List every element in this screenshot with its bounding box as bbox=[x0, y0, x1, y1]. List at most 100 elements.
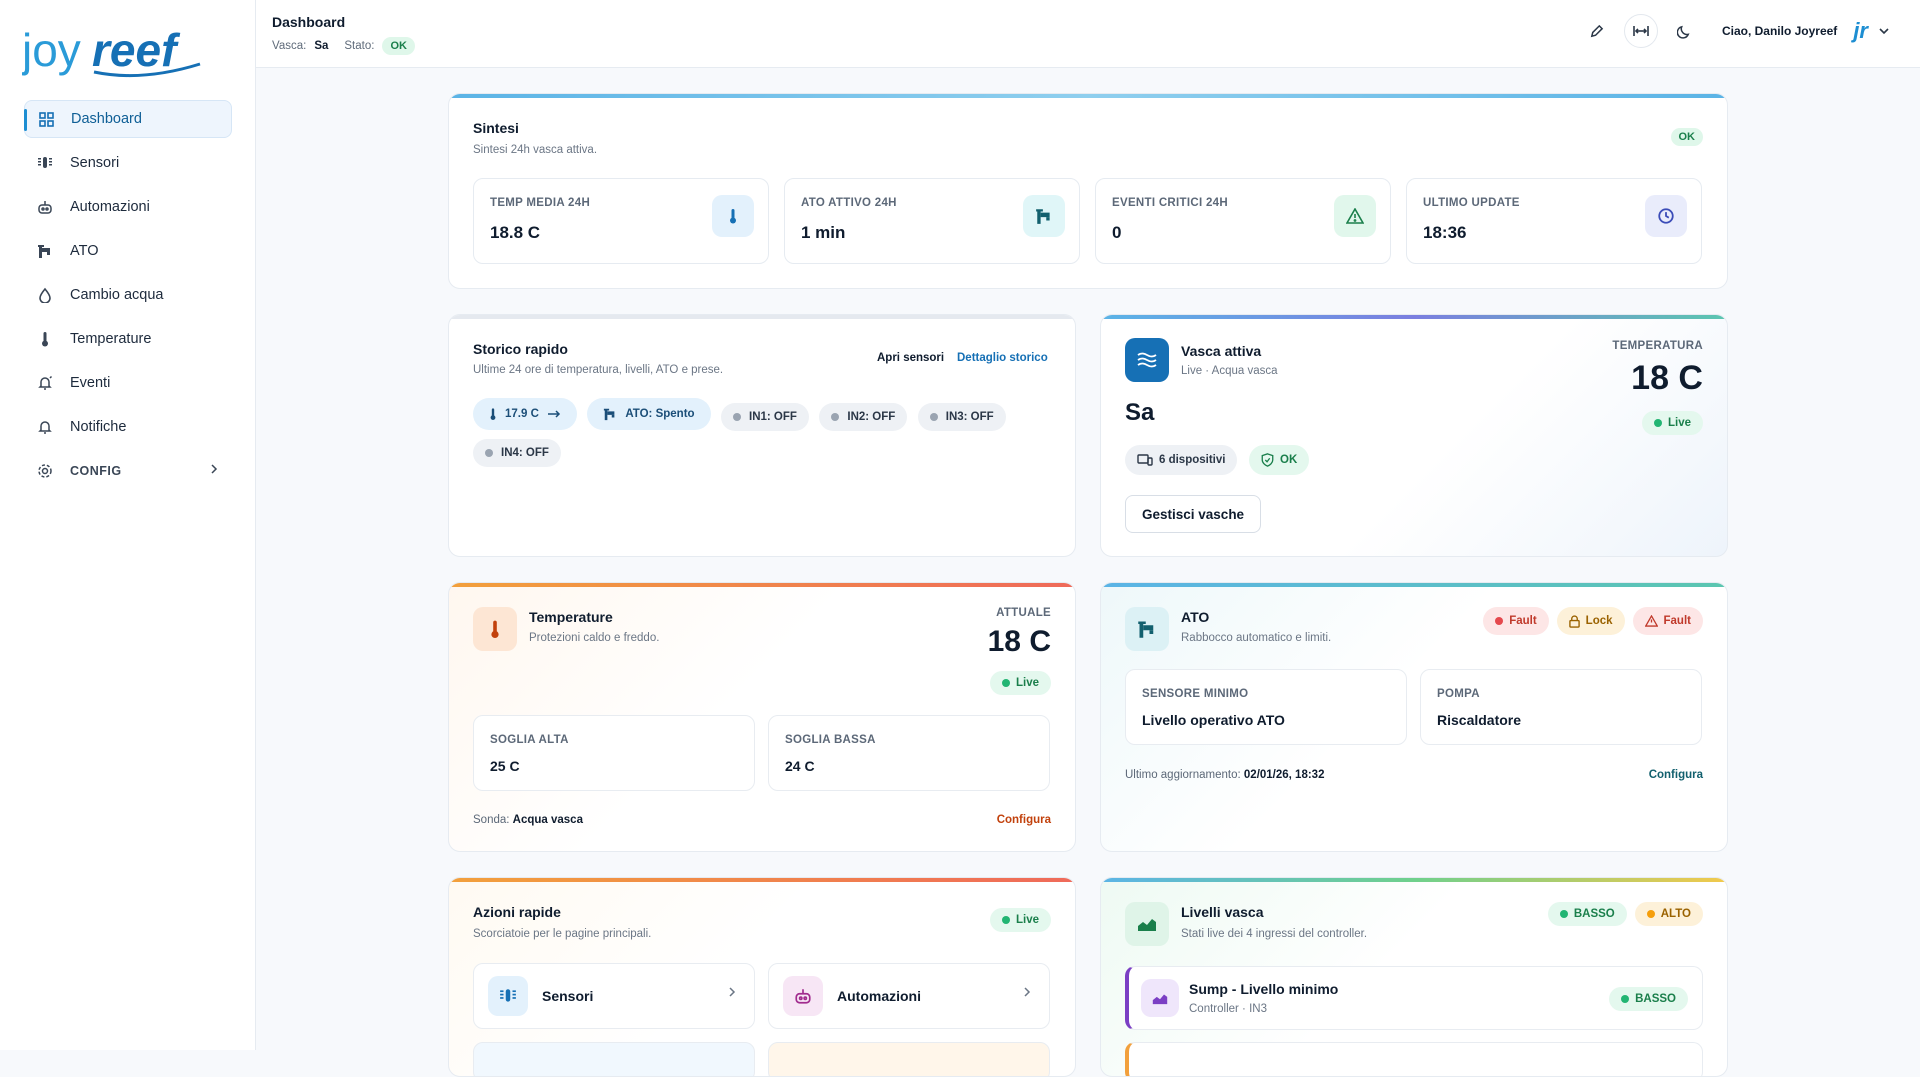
dashboard-grid-icon bbox=[37, 110, 55, 128]
chevron-right-icon bbox=[211, 464, 218, 474]
shield-check-icon bbox=[1261, 453, 1274, 467]
sensore-minimo-box: SENSORE MINIMO Livello operativo ATO bbox=[1125, 669, 1407, 745]
sidebar-item-automazioni[interactable]: Automazioni bbox=[24, 188, 232, 226]
expand-horizontal-icon bbox=[1633, 26, 1649, 36]
ato-title: ATO bbox=[1181, 609, 1210, 625]
thermometer-icon bbox=[712, 195, 754, 237]
sensor-icon bbox=[488, 976, 528, 1016]
azioni-subtitle: Scorciatoie per le pagine principali. bbox=[473, 928, 652, 940]
sidebar-item-label: Temperature bbox=[70, 331, 152, 347]
lock-badge: Lock bbox=[1556, 607, 1625, 635]
vasca-attiva-card: Vasca attiva Live · Acqua vasca Sa TEMPE… bbox=[1100, 314, 1728, 557]
sidebar-item-config[interactable]: CONFIG bbox=[24, 452, 232, 490]
temperature-card: Temperature Protezioni caldo e freddo. A… bbox=[448, 582, 1076, 852]
sidebar-item-eventi[interactable]: Eventi bbox=[24, 364, 232, 402]
sidebar-item-dashboard[interactable]: Dashboard bbox=[24, 100, 232, 138]
vasca-value: Sa bbox=[314, 40, 329, 52]
soglia-bassa-value: 24 C bbox=[785, 758, 815, 774]
ato-chip[interactable]: ATO: Spento bbox=[587, 398, 711, 430]
stat-value: 0 bbox=[1112, 223, 1122, 242]
sidebar-item-label: Notifiche bbox=[70, 419, 127, 435]
quick-link-sensori[interactable]: Sensori bbox=[473, 963, 755, 1029]
temp-chip[interactable]: 17.9 C bbox=[473, 398, 577, 430]
theme-toggle-button[interactable] bbox=[1668, 14, 1702, 48]
soglia-bassa-box: SOGLIA BASSA 24 C bbox=[768, 715, 1050, 791]
live-badge: Live bbox=[989, 908, 1051, 932]
water-waves-icon bbox=[1125, 338, 1169, 382]
configura-temperature-link[interactable]: Configura bbox=[996, 814, 1051, 826]
fault-warning-badge: Fault bbox=[1632, 607, 1703, 635]
fault-badge: Fault bbox=[1483, 607, 1549, 635]
badge-label: BASSO bbox=[1573, 908, 1615, 920]
updated-label: Ultimo aggiornamento: bbox=[1125, 769, 1241, 781]
avatar[interactable]: jr bbox=[1853, 18, 1868, 43]
stat-label: TEMP MEDIA 24H bbox=[490, 197, 591, 209]
chip-label: IN4: OFF bbox=[501, 447, 549, 459]
thermometer-icon bbox=[490, 408, 496, 420]
quick-link-partial bbox=[768, 1042, 1050, 1076]
stat-value: 1 min bbox=[801, 223, 846, 242]
stat-temp-media: TEMP MEDIA 24H 18.8 C bbox=[473, 178, 769, 264]
chevron-down-icon[interactable] bbox=[1878, 27, 1890, 35]
user-greeting[interactable]: Ciao, Danilo Joyreef bbox=[1721, 24, 1838, 38]
top-header: Dashboard Vasca: Sa Stato: OK Ciao, Dani… bbox=[256, 0, 1920, 68]
stat-label: ULTIMO UPDATE bbox=[1423, 197, 1520, 209]
svg-text:reef: reef bbox=[92, 24, 181, 76]
chip-label: IN1: OFF bbox=[749, 411, 797, 423]
temperature-title: Temperature bbox=[529, 609, 613, 625]
basso-badge: BASSO bbox=[1547, 902, 1627, 926]
badge-label: 6 dispositivi bbox=[1159, 454, 1226, 466]
vasca-subtitle: Live · Acqua vasca bbox=[1181, 365, 1278, 377]
soglia-alta-value: 25 C bbox=[490, 758, 520, 774]
faucet-icon bbox=[1023, 195, 1065, 237]
sintesi-title: Sintesi bbox=[473, 120, 519, 136]
level-row[interactable]: Sump - Livello minimo Controller · IN3 B… bbox=[1125, 966, 1703, 1030]
sidebar-item-sensori[interactable]: Sensori bbox=[24, 144, 232, 182]
chip-label: IN2: OFF bbox=[847, 411, 896, 423]
warning-icon bbox=[1334, 195, 1376, 237]
thermometer-icon bbox=[473, 607, 517, 651]
dettaglio-storico-link[interactable]: Dettaglio storico bbox=[957, 352, 1048, 364]
sidebar-item-ato[interactable]: ATO bbox=[24, 232, 232, 270]
sonda-label: Sonda: bbox=[473, 814, 510, 826]
input-chip[interactable]: IN3: OFF bbox=[917, 403, 1006, 431]
devices-icon bbox=[1137, 454, 1153, 466]
updated-value: 02/01/26, 18:32 bbox=[1243, 769, 1325, 781]
sonda-value: Acqua vasca bbox=[512, 814, 583, 826]
sonda-line: Sonda: Acqua vasca bbox=[473, 814, 583, 826]
input-chip[interactable]: IN4: OFF bbox=[473, 439, 561, 467]
sidebar-item-label: Eventi bbox=[70, 375, 111, 391]
sintesi-card: Sintesi Sintesi 24h vasca attiva. OK TEM… bbox=[448, 93, 1728, 289]
sidebar-item-notifiche[interactable]: Notifiche bbox=[24, 408, 232, 446]
ato-subtitle: Rabbocco automatico e limiti. bbox=[1181, 632, 1332, 644]
attuale-label: ATTUALE bbox=[996, 607, 1051, 619]
gestisci-vasche-button[interactable]: Gestisci vasche bbox=[1125, 495, 1262, 533]
sidebar-item-temperature[interactable]: Temperature bbox=[24, 320, 232, 358]
input-chip[interactable]: IN2: OFF bbox=[819, 403, 908, 431]
gear-icon bbox=[36, 462, 54, 480]
devices-badge[interactable]: 6 dispositivi bbox=[1125, 445, 1238, 475]
azioni-rapide-card: Azioni rapide Scorciatoie per le pagine … bbox=[448, 877, 1076, 1077]
sensore-minimo-value: Livello operativo ATO bbox=[1142, 712, 1285, 728]
apri-sensori-link[interactable]: Apri sensori bbox=[877, 352, 945, 364]
thermometer-icon bbox=[36, 330, 54, 348]
sidebar-item-label: Sensori bbox=[70, 155, 120, 171]
badge-label: BASSO bbox=[1635, 993, 1676, 1005]
storico-subtitle: Ultime 24 ore di temperatura, livelli, A… bbox=[473, 364, 724, 376]
input-chip[interactable]: IN1: OFF bbox=[721, 403, 809, 431]
sidebar-nav: Dashboard Sensori Automazioni ATO Cambio… bbox=[24, 100, 232, 496]
stat-ato-attivo: ATO ATTIVO 24H 1 min bbox=[784, 178, 1080, 264]
expand-width-button[interactable] bbox=[1623, 14, 1658, 48]
edit-button[interactable] bbox=[1580, 14, 1614, 48]
faucet-icon bbox=[1125, 607, 1169, 651]
quick-link-automazioni[interactable]: Automazioni bbox=[768, 963, 1050, 1029]
sensore-minimo-label: SENSORE MINIMO bbox=[1142, 688, 1249, 700]
page-title: Dashboard bbox=[272, 14, 346, 30]
joyreef-logo[interactable]: joy reef bbox=[22, 20, 212, 80]
sidebar-item-label: Automazioni bbox=[70, 199, 150, 215]
sidebar-item-cambio-acqua[interactable]: Cambio acqua bbox=[24, 276, 232, 314]
configura-ato-link[interactable]: Configura bbox=[1648, 769, 1703, 781]
bell-ring-icon bbox=[36, 374, 54, 392]
livelli-title: Livelli vasca bbox=[1181, 904, 1264, 920]
azioni-title: Azioni rapide bbox=[473, 904, 561, 920]
